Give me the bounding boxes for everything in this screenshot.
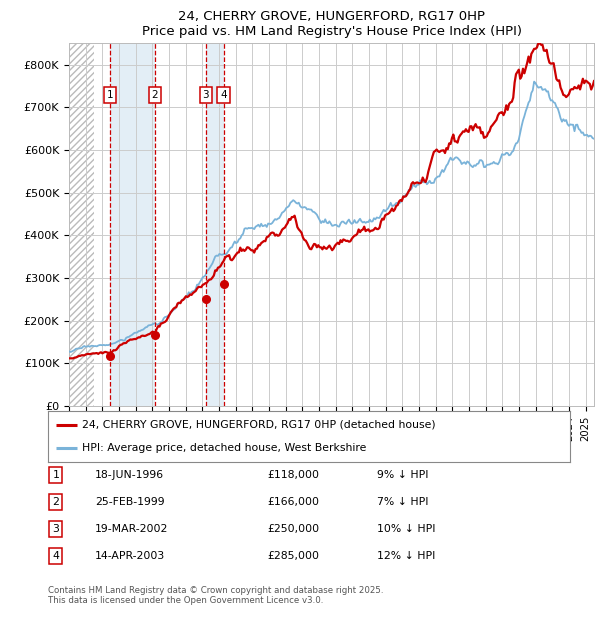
Text: £118,000: £118,000 [267, 471, 319, 480]
Text: 1: 1 [52, 471, 59, 480]
Text: £250,000: £250,000 [267, 525, 319, 534]
Text: 7% ↓ HPI: 7% ↓ HPI [377, 497, 428, 507]
Text: 10% ↓ HPI: 10% ↓ HPI [377, 525, 436, 534]
Text: 4: 4 [52, 551, 59, 561]
Text: 19-MAR-2002: 19-MAR-2002 [95, 525, 169, 534]
Text: Contains HM Land Registry data © Crown copyright and database right 2025.
This d: Contains HM Land Registry data © Crown c… [48, 586, 383, 605]
Text: HPI: Average price, detached house, West Berkshire: HPI: Average price, detached house, West… [82, 443, 367, 453]
Text: 4: 4 [220, 90, 227, 100]
Text: 25-FEB-1999: 25-FEB-1999 [95, 497, 164, 507]
Bar [110, 43, 155, 406]
Text: £166,000: £166,000 [267, 497, 319, 507]
Bar [69, 43, 94, 406]
Text: 1: 1 [107, 90, 113, 100]
Text: 9% ↓ HPI: 9% ↓ HPI [377, 471, 428, 480]
Text: 3: 3 [52, 525, 59, 534]
Text: 3: 3 [203, 90, 209, 100]
Title: 24, CHERRY GROVE, HUNGERFORD, RG17 0HP
Price paid vs. HM Land Registry's House P: 24, CHERRY GROVE, HUNGERFORD, RG17 0HP P… [142, 10, 521, 38]
Text: 24, CHERRY GROVE, HUNGERFORD, RG17 0HP (detached house): 24, CHERRY GROVE, HUNGERFORD, RG17 0HP (… [82, 420, 436, 430]
Text: 2: 2 [152, 90, 158, 100]
Text: 18-JUN-1996: 18-JUN-1996 [95, 471, 164, 480]
Text: 2: 2 [52, 497, 59, 507]
Text: £285,000: £285,000 [267, 551, 319, 561]
Text: 12% ↓ HPI: 12% ↓ HPI [377, 551, 435, 561]
Bar [206, 43, 224, 406]
Text: 14-APR-2003: 14-APR-2003 [95, 551, 165, 561]
